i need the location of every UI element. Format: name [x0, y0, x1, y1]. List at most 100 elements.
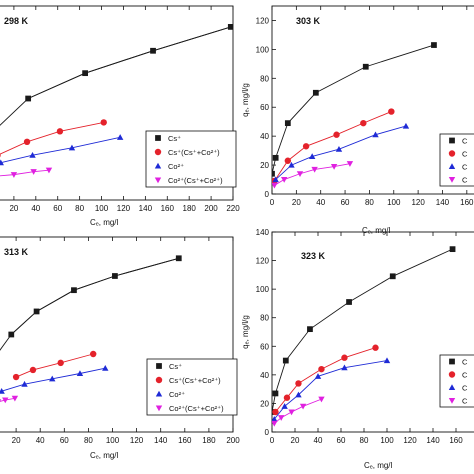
data-point-series-3: [0, 159, 4, 166]
legend-label-1: C: [462, 137, 468, 146]
legend-label-1: Cs⁺: [168, 134, 181, 143]
data-point-series-4: [299, 403, 307, 410]
plot-area: [272, 42, 437, 189]
data-point-series-4: [30, 169, 37, 175]
y-tick-label: 0: [265, 428, 270, 437]
data-point-series-4: [288, 409, 295, 416]
series-line-4: [274, 163, 351, 186]
data-point-series-1: [431, 42, 437, 48]
x-tick-label: 100: [106, 436, 120, 445]
x-tick-label: 80: [365, 198, 374, 207]
x-tick-label: 60: [60, 436, 69, 445]
data-point-series-2: [341, 354, 348, 361]
x-tick-label: 160: [161, 204, 175, 213]
chart-panel-3: 20 40 60 80 100 120 140 160 180 200 313 K Cₑ, mg/l C…: [0, 236, 240, 460]
x-tick-label: 80: [360, 436, 369, 445]
data-point-series-2: [56, 128, 64, 135]
x-tick-label: 60: [341, 198, 350, 207]
legend-marker-3: [155, 390, 163, 397]
x-tick-label: 120: [403, 436, 417, 445]
data-point-series-4: [45, 167, 53, 174]
data-point-series-4: [311, 166, 318, 173]
legend-marker-1: [449, 137, 455, 144]
legend-label-4: C: [462, 397, 468, 406]
chart-panel-1: 20 40 60 80 100 120 140 160 180 200 220 298 K Cₑ, mg…: [0, 5, 240, 227]
legend-label-3: C: [462, 163, 468, 172]
data-point-series-3: [76, 370, 84, 377]
y-tick-label: 0: [265, 190, 270, 199]
legend-marker-3: [448, 384, 456, 391]
legend-box: [439, 354, 474, 408]
legend-box: [145, 130, 237, 188]
data-point-series-1: [282, 357, 289, 364]
data-point-series-4: [346, 161, 354, 167]
panel-title: 303 K: [296, 16, 321, 26]
x-tick-label: 200: [226, 436, 240, 445]
x-axis-label: Cₑ, mg/l: [364, 461, 393, 470]
y-tick-label: 20: [260, 399, 269, 408]
x-tick-label: 160: [460, 198, 474, 207]
data-point-series-4: [318, 396, 325, 403]
data-point-series-1: [362, 63, 369, 70]
series-line-2: [274, 111, 392, 182]
legend-marker-3: [448, 163, 456, 170]
x-tick-label: 220: [226, 204, 240, 213]
series-line-4: [0, 397, 15, 402]
x-tick-label: 140: [436, 198, 450, 207]
data-point-series-2: [272, 408, 279, 416]
data-point-series-3: [295, 391, 302, 398]
legend-marker-1: [155, 135, 161, 141]
data-point-series-3: [335, 145, 343, 152]
data-point-series-4: [2, 397, 9, 404]
x-tick-label: 120: [130, 436, 144, 445]
data-point-series-4: [11, 395, 19, 402]
data-point-series-1: [272, 170, 275, 177]
legend-label-2: C: [462, 150, 468, 159]
legend-label-2: Cs⁺(Cs⁺+Co²⁺): [168, 148, 220, 157]
data-point-series-1: [150, 47, 156, 54]
legend-marker-1: [156, 363, 162, 369]
data-point-series-1: [307, 326, 313, 333]
chart-panel-4: 0 20 40 60 80 100 120 140 160 0 20 40 60 80 100 120 140 3…: [241, 228, 474, 470]
legend-marker-4: [154, 177, 162, 184]
data-point-series-2: [100, 119, 107, 126]
data-point-series-2: [57, 359, 64, 367]
y-tick-label: 100: [256, 45, 270, 54]
legend-marker-4: [155, 405, 163, 412]
data-point-series-2: [90, 350, 97, 358]
data-point-series-2: [360, 119, 367, 127]
data-point-series-1: [272, 390, 279, 397]
fit-curve: [0, 26, 231, 126]
legend-marker-3: [154, 162, 162, 169]
data-point-series-3: [272, 415, 278, 422]
legend-marker-2: [448, 150, 456, 157]
y-tick-label: 40: [260, 132, 269, 141]
x-tick-label: 100: [95, 204, 109, 213]
x-tick-label: 160: [449, 436, 463, 445]
x-tick-label: 120: [411, 198, 425, 207]
plot-area: [0, 255, 182, 404]
data-point-series-1: [82, 70, 88, 77]
y-tick-label: 120: [256, 257, 270, 266]
data-point-series-2: [29, 366, 37, 374]
data-point-series-3: [308, 153, 316, 159]
y-tick-label: 80: [260, 74, 269, 83]
legend-label-2: C: [462, 371, 468, 380]
data-point-series-1: [389, 273, 396, 280]
data-point-series-4: [0, 399, 2, 402]
legend-marker-4: [448, 176, 456, 183]
data-point-series-3: [288, 161, 295, 168]
legend-box: [439, 133, 474, 187]
legend-label-4: Co²⁺(Cs⁺+Co²⁺): [169, 404, 224, 413]
x-tick-label: 0: [270, 436, 275, 445]
data-point-series-1: [71, 287, 77, 294]
y-tick-label: 120: [256, 16, 270, 25]
data-point-series-2: [388, 108, 395, 115]
series-line-3: [275, 125, 407, 180]
data-point-series-1: [8, 331, 15, 338]
x-tick-label: 40: [316, 198, 325, 207]
data-point-series-3: [0, 388, 5, 394]
